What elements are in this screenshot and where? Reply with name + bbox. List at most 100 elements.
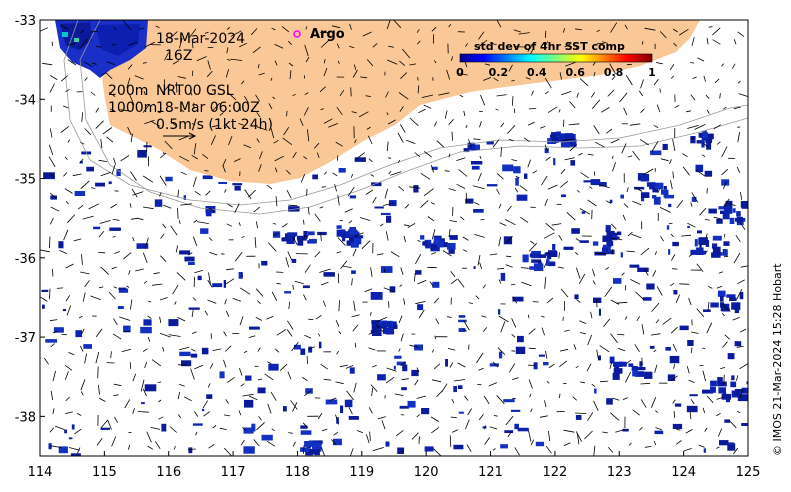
current-vector <box>651 302 660 312</box>
current-vector <box>250 28 258 36</box>
current-vector <box>368 135 373 145</box>
current-vector <box>180 203 192 206</box>
current-vector <box>64 371 69 380</box>
current-vector <box>208 237 213 241</box>
current-vector <box>144 119 155 125</box>
current-vector <box>204 310 209 316</box>
current-vector <box>240 383 245 387</box>
current-vector <box>736 375 739 381</box>
current-vector <box>274 60 278 66</box>
sst-pixel-cluster <box>646 182 656 187</box>
current-vector <box>191 123 196 126</box>
current-vector <box>478 31 485 40</box>
current-vector <box>160 255 167 263</box>
current-vector <box>600 380 609 383</box>
current-vector <box>300 174 306 183</box>
sst-pixel-cluster <box>385 441 390 447</box>
current-vector <box>496 267 505 270</box>
sst-pixel-cluster <box>200 228 209 234</box>
current-vector <box>715 412 721 417</box>
current-vector <box>362 31 372 37</box>
current-vector <box>151 359 162 367</box>
current-vector <box>207 279 213 288</box>
current-vector <box>234 251 243 262</box>
current-vector <box>576 267 581 279</box>
current-vector <box>610 237 623 241</box>
current-vector <box>640 382 651 385</box>
current-vector <box>90 295 101 300</box>
current-vector <box>434 60 437 64</box>
current-vector <box>258 416 262 421</box>
sst-pixel-cluster <box>431 166 438 170</box>
current-vector <box>264 373 274 381</box>
current-vector <box>108 92 116 97</box>
current-vector <box>114 251 120 254</box>
current-vector <box>241 80 245 85</box>
current-vector <box>368 407 373 414</box>
sst-pixel-cluster <box>463 148 470 153</box>
current-vector <box>100 138 103 148</box>
current-vector <box>400 72 408 79</box>
date-label: 18-Mar-2024 <box>156 31 245 47</box>
current-vector <box>465 419 470 430</box>
sst-pixel-cluster <box>513 166 521 174</box>
current-vector <box>449 220 458 223</box>
current-vector <box>100 419 109 429</box>
current-vector <box>520 267 529 269</box>
current-vector <box>423 104 432 109</box>
current-vector <box>172 60 180 65</box>
current-vector <box>244 189 252 200</box>
current-vector <box>690 347 693 354</box>
current-vector <box>576 92 579 98</box>
current-vector <box>323 118 333 124</box>
current-vector <box>668 222 673 225</box>
sst-pixel-cluster <box>620 252 623 258</box>
current-vector <box>314 213 321 222</box>
current-vector <box>591 383 596 388</box>
sst-pixel-cluster <box>717 290 726 297</box>
current-vector <box>721 313 725 317</box>
current-vector <box>96 438 103 446</box>
lon-tick-label: 122 <box>542 465 567 480</box>
sst-pixel-cluster <box>41 289 49 292</box>
current-vector <box>676 200 684 209</box>
current-vector <box>162 223 167 229</box>
current-vector <box>625 75 633 86</box>
sst-pixel-cluster <box>380 266 393 273</box>
current-vector <box>358 111 369 118</box>
sst-pixel-cluster <box>522 254 529 263</box>
current-vector <box>248 335 256 338</box>
current-vector <box>160 233 165 239</box>
current-vector <box>65 295 71 302</box>
current-vector <box>559 348 569 352</box>
current-vector <box>168 334 181 337</box>
current-vector <box>463 320 470 331</box>
colorbar-gradient <box>459 53 653 63</box>
current-vector <box>155 25 160 29</box>
current-vector <box>337 194 340 206</box>
current-vector <box>353 300 356 312</box>
sst-pixel-cluster <box>568 138 577 147</box>
current-vector <box>381 420 386 430</box>
current-vector <box>299 118 304 126</box>
current-vector <box>321 428 328 432</box>
current-vector <box>479 155 482 160</box>
current-vector <box>144 361 148 369</box>
sst-pixel-cluster <box>531 259 542 263</box>
lon-tick-label: 118 <box>285 465 310 480</box>
current-vector <box>728 420 737 428</box>
current-vector <box>498 279 502 284</box>
current-vector <box>692 76 697 79</box>
current-vector <box>338 300 340 312</box>
current-vector <box>349 23 352 30</box>
current-vector <box>532 170 538 174</box>
current-vector <box>64 156 68 160</box>
current-vector <box>81 112 83 122</box>
sst-pixel-cluster <box>698 132 703 138</box>
sst-pixel-cluster <box>371 329 382 336</box>
current-vector <box>59 24 69 30</box>
current-vector <box>423 151 432 158</box>
current-vector <box>59 250 68 254</box>
current-vector <box>83 61 93 67</box>
sst-pixel-cluster <box>672 241 679 247</box>
